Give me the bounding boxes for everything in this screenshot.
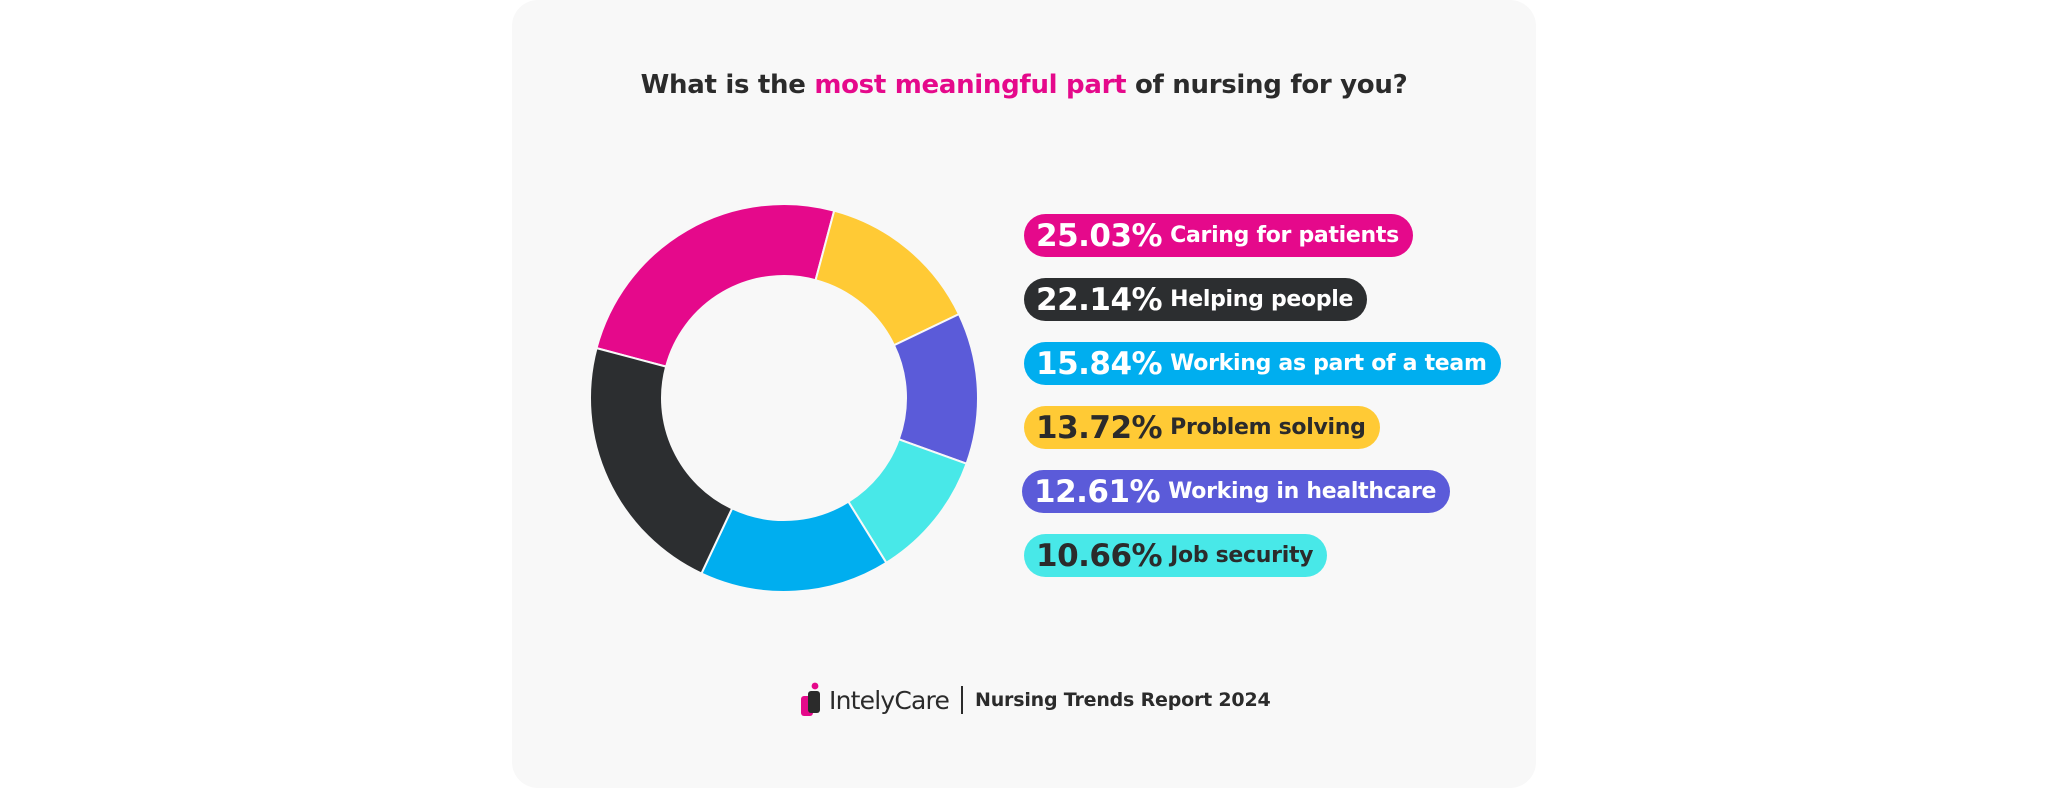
- infographic-card: What is the most meaningful part of nurs…: [512, 0, 1536, 788]
- legend-value: 15.84%: [1036, 345, 1163, 382]
- footer: IntelyCare Nursing Trends Report 2024: [512, 680, 1536, 720]
- legend-value: 10.66%: [1036, 537, 1163, 574]
- chart-title: What is the most meaningful part of nurs…: [512, 70, 1536, 100]
- legend-label: Caring for patients: [1170, 223, 1399, 248]
- title-highlight: most meaningful part: [814, 70, 1127, 100]
- legend-label: Problem solving: [1170, 415, 1366, 440]
- title-prefix: What is the: [640, 70, 815, 100]
- legend-label: Helping people: [1170, 287, 1354, 312]
- legend-pill-working-as-part-of-a-team: 15.84% Working as part of a team: [1024, 342, 1501, 385]
- legend-label: Working in healthcare: [1168, 479, 1437, 504]
- legend-value: 22.14%: [1036, 281, 1163, 318]
- footer-divider: [961, 686, 964, 714]
- donut-slice-caring-for-patients: [595, 203, 836, 368]
- donut-chart: [589, 203, 979, 593]
- legend-pill-problem-solving: 13.72% Problem solving: [1024, 406, 1380, 449]
- legend-pill-working-in-healthcare: 12.61% Working in healthcare: [1022, 470, 1451, 513]
- legend-pill-job-security: 10.66% Job security: [1024, 534, 1328, 577]
- intelycare-logo-icon: [801, 682, 820, 716]
- title-suffix: of nursing for you?: [1126, 70, 1408, 100]
- donut-slice-helping-people: [589, 346, 734, 575]
- legend-pill-caring-for-patients: 25.03% Caring for patients: [1024, 214, 1413, 257]
- legend-value: 12.61%: [1034, 473, 1161, 510]
- legend-label: Job security: [1170, 543, 1314, 568]
- legend-value: 13.72%: [1036, 409, 1163, 446]
- legend-pill-helping-people: 22.14% Helping people: [1024, 278, 1368, 321]
- report-name: Nursing Trends Report 2024: [975, 689, 1271, 711]
- legend-label: Working as part of a team: [1170, 351, 1487, 376]
- legend-value: 25.03%: [1036, 217, 1163, 254]
- brand-name: IntelyCare: [829, 685, 950, 715]
